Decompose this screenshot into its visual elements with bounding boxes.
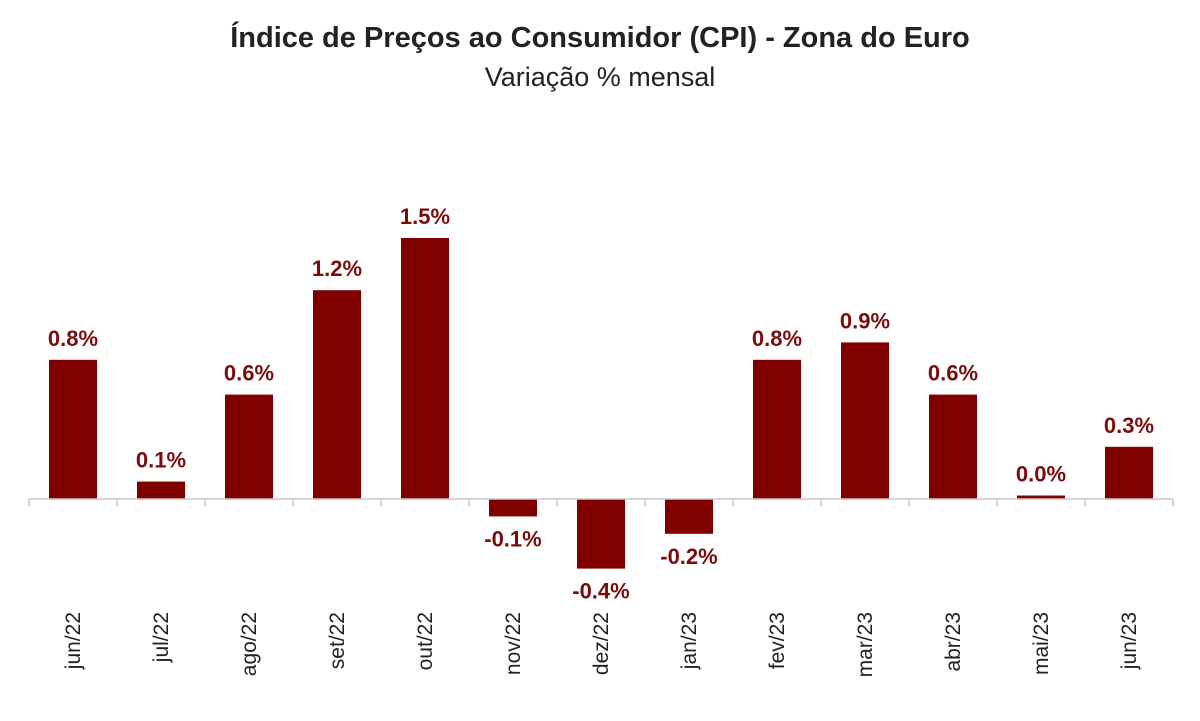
- bar-mai-23: [1017, 495, 1065, 499]
- x-tick-label: set/22: [326, 612, 349, 669]
- data-label: 0.9%: [840, 308, 890, 333]
- bar-out-22: [401, 238, 449, 499]
- x-tick-label: jun/22: [62, 612, 85, 670]
- x-tick-label: out/22: [414, 612, 437, 670]
- data-label: 0.0%: [1016, 462, 1066, 487]
- bar-mar-23: [841, 342, 889, 499]
- bar-jan-23: [665, 499, 713, 534]
- data-label: 0.8%: [752, 326, 802, 351]
- data-label: 1.5%: [400, 204, 450, 229]
- bar-dez-22: [577, 499, 625, 569]
- bar-set-22: [313, 290, 361, 499]
- x-tick-label: jun/23: [1118, 612, 1141, 670]
- x-tick-label: mar/23: [854, 612, 877, 677]
- chart-subtitle: Variação % mensal: [484, 62, 716, 92]
- x-tick-label: dez/22: [590, 612, 613, 675]
- data-label: 0.1%: [136, 448, 186, 473]
- x-tick-label: mai/23: [1030, 612, 1053, 675]
- data-label: 0.6%: [224, 361, 274, 386]
- bar-abr-23: [929, 394, 977, 499]
- bar-jun-23: [1105, 446, 1153, 499]
- bar-fev-23: [753, 359, 801, 499]
- data-label: 0.6%: [928, 361, 978, 386]
- bar-nov-22: [489, 499, 537, 517]
- bar-jul-22: [137, 481, 185, 499]
- data-label: -0.2%: [660, 544, 717, 569]
- x-tick-label: ago/22: [238, 612, 261, 676]
- x-tick-label: abr/23: [942, 612, 965, 672]
- chart-title: Índice de Preços ao Consumidor (CPI) - Z…: [230, 22, 970, 54]
- data-label: -0.1%: [484, 526, 541, 551]
- x-tick-label: fev/23: [766, 612, 789, 669]
- data-label: 0.3%: [1104, 413, 1154, 438]
- bar-ago-22: [225, 394, 273, 499]
- data-label: 1.2%: [312, 256, 362, 281]
- bar-jun-22: [49, 359, 97, 499]
- data-label: -0.4%: [572, 579, 629, 604]
- x-tick-label: jul/22: [150, 612, 173, 663]
- data-label: 0.8%: [48, 326, 98, 351]
- x-tick-label: nov/22: [502, 612, 525, 675]
- x-tick-label: jan/23: [678, 612, 701, 670]
